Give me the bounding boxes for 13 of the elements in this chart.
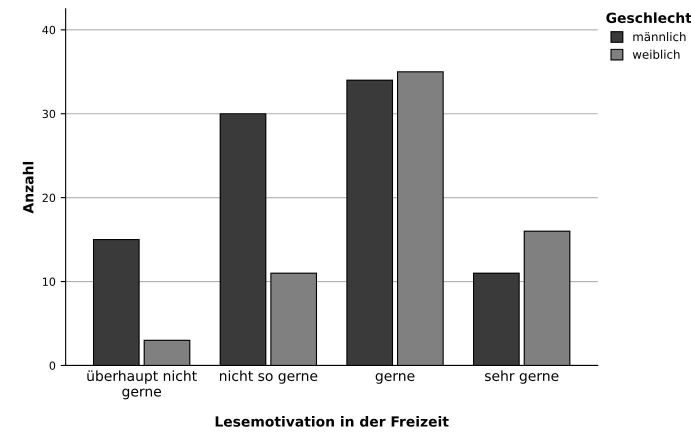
- x-tick-label: sehr gerne: [485, 370, 558, 384]
- y-axis-title: Anzahl: [22, 162, 34, 214]
- y-tick-label: 30: [42, 110, 56, 118]
- y-tick-label: 40: [42, 26, 56, 34]
- x-tick-label: überhaupt nicht gerne: [87, 370, 197, 400]
- legend-label: männlich: [633, 32, 686, 42]
- y-tick-label: 20: [42, 194, 56, 202]
- x-axis-title: Lesemotivation in der Freizeit: [216, 416, 449, 427]
- legend-label: weiblich: [632, 50, 680, 59]
- x-tick-label: gerne: [376, 373, 414, 384]
- x-tick-label: nicht so gerne: [220, 370, 318, 384]
- y-tick-label: 10: [43, 278, 56, 286]
- y-tick-label: 0: [50, 361, 56, 370]
